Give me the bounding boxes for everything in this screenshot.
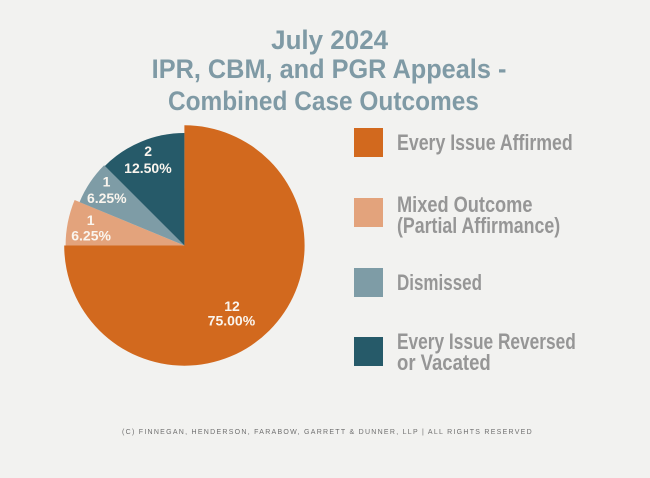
svg-text:2: 2 [144,143,152,159]
svg-text:6.25%: 6.25% [87,190,127,206]
svg-text:1: 1 [87,212,95,228]
svg-text:12: 12 [224,298,240,314]
svg-text:6.25%: 6.25% [71,228,111,244]
svg-text:1: 1 [103,173,111,189]
svg-text:75.00%: 75.00% [208,313,256,329]
svg-text:12.50%: 12.50% [124,160,172,176]
